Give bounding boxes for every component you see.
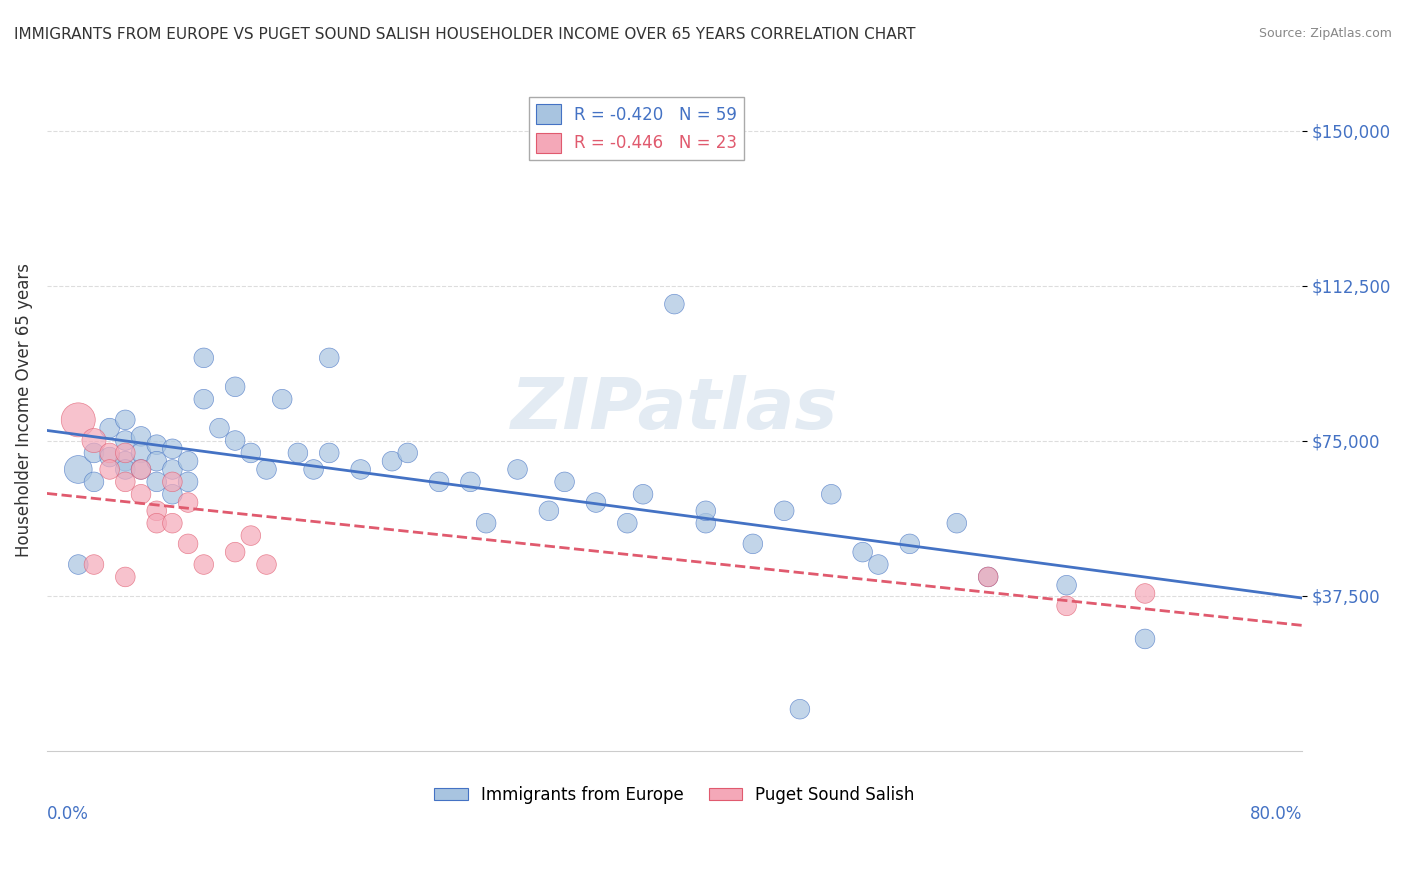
Point [287, 446, 309, 460]
Point [460, 475, 482, 489]
Point [129, 462, 152, 476]
Point [129, 462, 152, 476]
Text: 0.0%: 0.0% [46, 805, 89, 823]
Point [193, 351, 215, 365]
Point [114, 413, 136, 427]
Point [67, 558, 90, 572]
Point [350, 462, 373, 476]
Point [256, 558, 278, 572]
Point [162, 462, 184, 476]
Point [239, 446, 262, 460]
Point [1056, 599, 1078, 613]
Point [145, 516, 167, 531]
Point [83, 446, 105, 460]
Point [789, 702, 811, 716]
Point [852, 545, 875, 559]
Legend: Immigrants from Europe, Puget Sound Salish: Immigrants from Europe, Puget Sound Sali… [427, 779, 921, 811]
Text: ZIPatlas: ZIPatlas [510, 375, 838, 444]
Point [945, 516, 967, 531]
Point [98, 446, 121, 460]
Point [664, 297, 686, 311]
Point [318, 446, 340, 460]
Point [616, 516, 638, 531]
Point [475, 516, 498, 531]
Text: 80.0%: 80.0% [1250, 805, 1302, 823]
Point [1133, 632, 1156, 646]
Point [695, 516, 717, 531]
Point [224, 380, 246, 394]
Point [898, 537, 921, 551]
Point [427, 475, 450, 489]
Point [114, 446, 136, 460]
Point [554, 475, 576, 489]
Point [506, 462, 529, 476]
Point [129, 487, 152, 501]
Point [129, 429, 152, 443]
Point [977, 570, 1000, 584]
Point [193, 392, 215, 407]
Point [145, 504, 167, 518]
Point [1133, 586, 1156, 600]
Point [868, 558, 890, 572]
Point [256, 462, 278, 476]
Y-axis label: Householder Income Over 65 years: Householder Income Over 65 years [15, 262, 32, 557]
Point [381, 454, 404, 468]
Point [67, 413, 90, 427]
Text: Source: ZipAtlas.com: Source: ZipAtlas.com [1258, 27, 1392, 40]
Point [162, 487, 184, 501]
Point [114, 570, 136, 584]
Point [98, 421, 121, 435]
Point [224, 434, 246, 448]
Point [224, 545, 246, 559]
Point [741, 537, 763, 551]
Point [114, 454, 136, 468]
Point [145, 437, 167, 451]
Point [396, 446, 419, 460]
Point [208, 421, 231, 435]
Point [177, 495, 200, 509]
Point [631, 487, 654, 501]
Point [193, 558, 215, 572]
Point [114, 434, 136, 448]
Point [1056, 578, 1078, 592]
Point [114, 462, 136, 476]
Point [98, 462, 121, 476]
Point [83, 434, 105, 448]
Point [145, 475, 167, 489]
Point [162, 475, 184, 489]
Point [83, 558, 105, 572]
Point [585, 495, 607, 509]
Point [302, 462, 325, 476]
Point [271, 392, 294, 407]
Point [145, 454, 167, 468]
Point [162, 442, 184, 456]
Point [537, 504, 560, 518]
Point [114, 475, 136, 489]
Point [177, 537, 200, 551]
Point [773, 504, 796, 518]
Point [318, 351, 340, 365]
Point [98, 450, 121, 464]
Text: IMMIGRANTS FROM EUROPE VS PUGET SOUND SALISH HOUSEHOLDER INCOME OVER 65 YEARS CO: IMMIGRANTS FROM EUROPE VS PUGET SOUND SA… [14, 27, 915, 42]
Point [67, 462, 90, 476]
Point [83, 475, 105, 489]
Point [977, 570, 1000, 584]
Point [129, 446, 152, 460]
Point [177, 454, 200, 468]
Point [162, 516, 184, 531]
Point [239, 528, 262, 542]
Point [177, 475, 200, 489]
Point [820, 487, 842, 501]
Point [695, 504, 717, 518]
